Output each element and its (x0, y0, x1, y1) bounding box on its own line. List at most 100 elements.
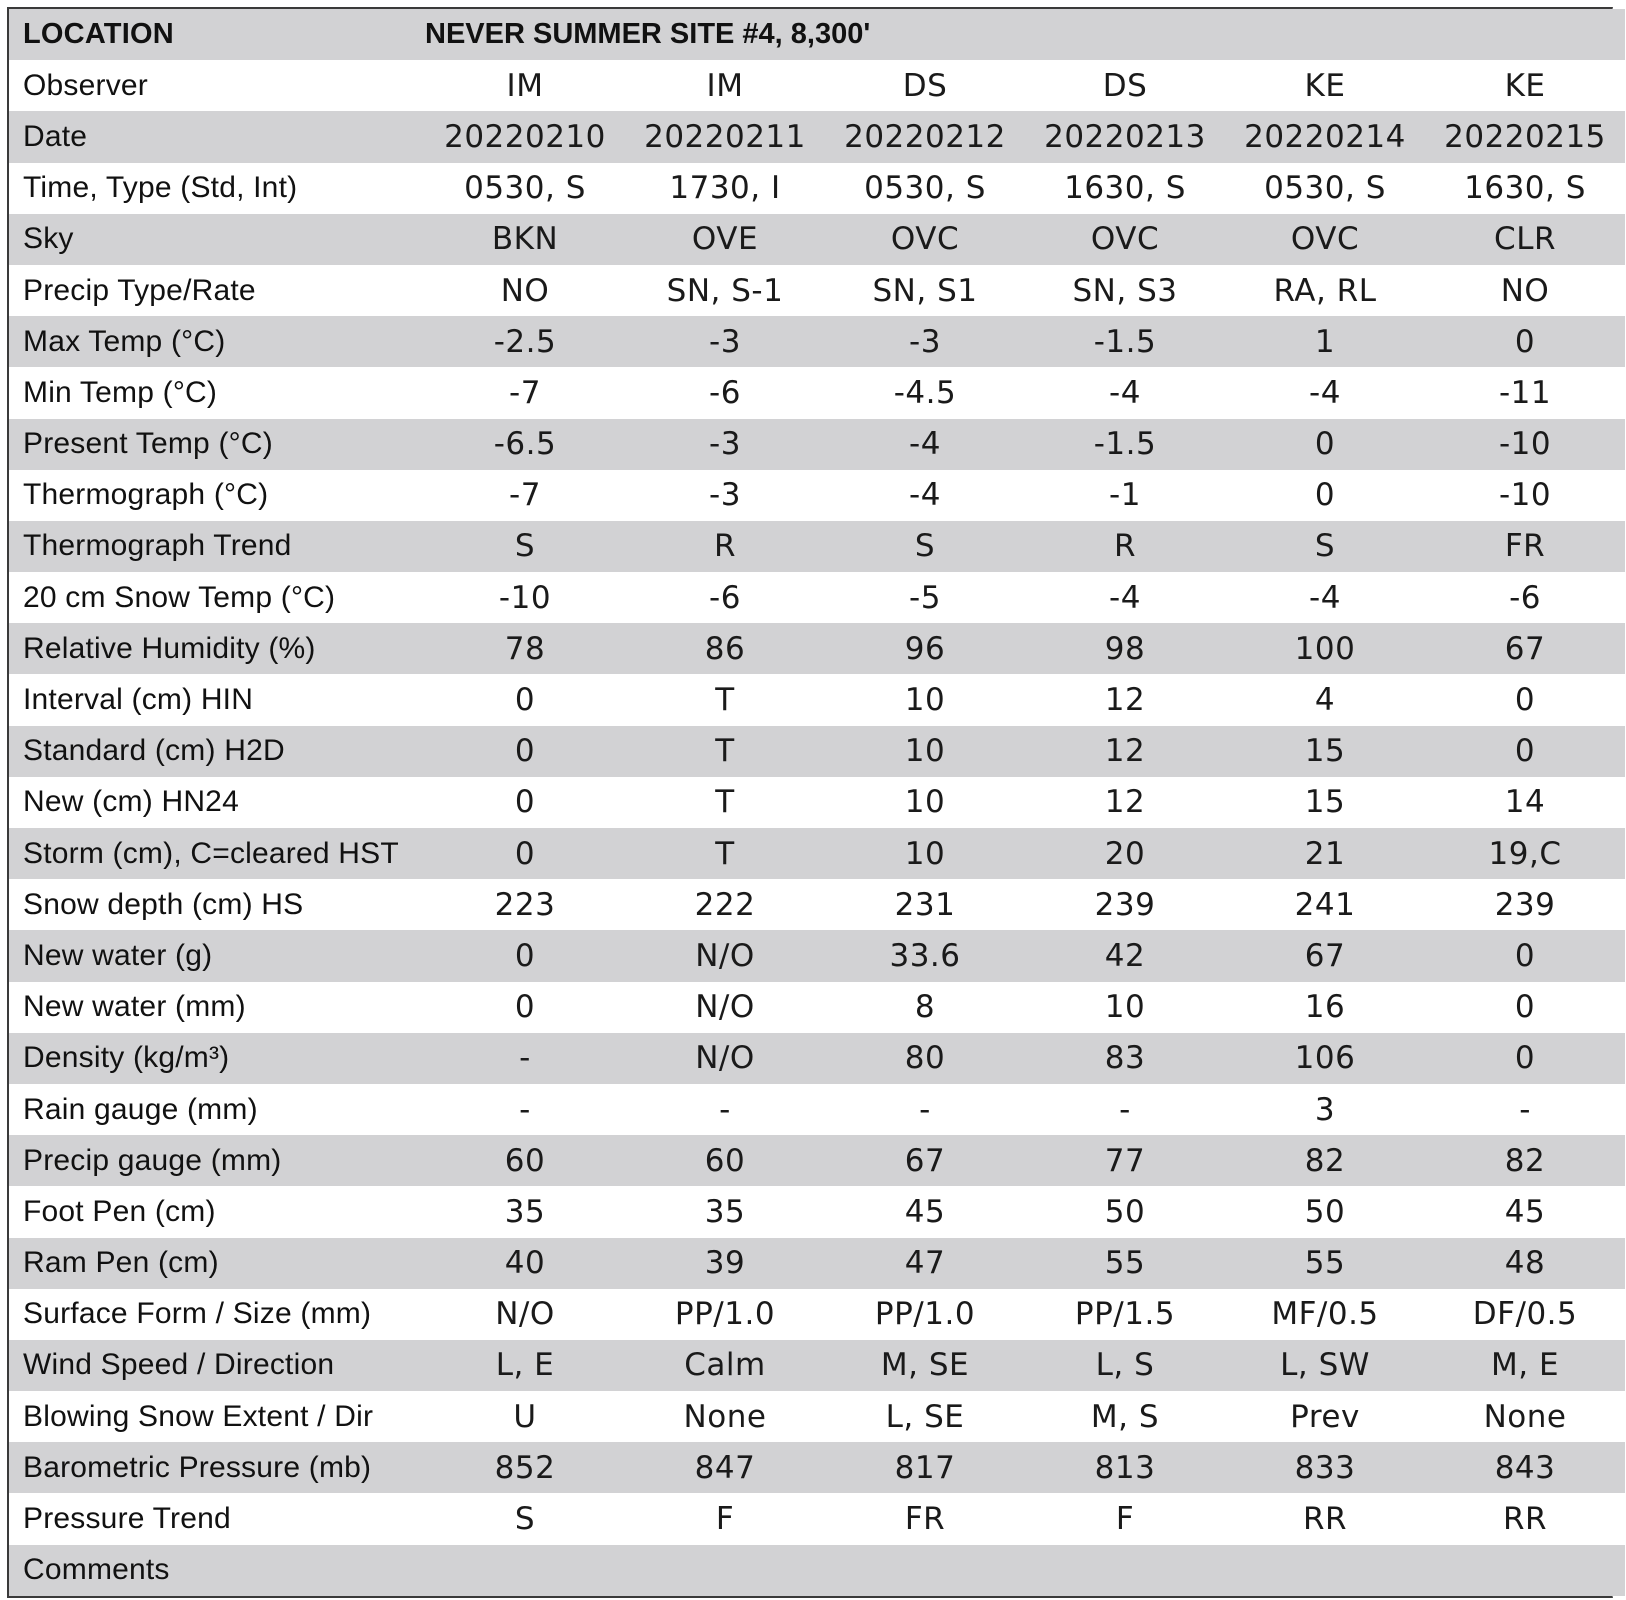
cell-value: 817 (894, 1449, 956, 1486)
cell-value: 20220215 (1444, 118, 1606, 155)
cell-value: KE (1304, 67, 1346, 104)
cell-value: 12 (1104, 733, 1146, 770)
cell-value: 100 (1294, 630, 1356, 667)
cell-value: DF/0.5 (1472, 1296, 1578, 1333)
cell-value: -10 (1498, 477, 1552, 514)
cell-value: 14 (1504, 784, 1546, 821)
cell-value: -4 (909, 477, 941, 514)
cell-value: None (1483, 1398, 1567, 1435)
cell-value: 78 (504, 630, 546, 667)
location-row: LOCATION NEVER SUMMER SITE #4, 8,300' (9, 9, 1626, 61)
cell-value: 222 (694, 886, 756, 923)
cell-value: 0 (1514, 733, 1536, 770)
cell-value: S (514, 1501, 536, 1538)
cell-value: PP/1.5 (1074, 1296, 1176, 1333)
cell-value: 847 (694, 1449, 756, 1486)
cell-value: 82 (1504, 1142, 1546, 1179)
table-row: Storm (cm), C=cleared HST 0 T 10 20 21 19,C (9, 828, 1626, 880)
comments-label: Comments (23, 1553, 170, 1587)
cell-value: 0530, S (1264, 170, 1386, 207)
table-row: New (cm) HN24 0 T 10 12 15 14 (9, 776, 1626, 828)
cell-value: N/O (495, 1296, 555, 1333)
row-label: Snow depth (cm) HS (23, 887, 304, 921)
cell-value: 0 (514, 937, 536, 974)
table-row: Observer IM IM DS DS KE KE (9, 60, 1626, 112)
cell-value: 21 (1304, 835, 1346, 872)
location-label: LOCATION (23, 18, 174, 51)
table-row: Pressure Trend S F FR F RR RR (9, 1493, 1626, 1545)
cell-value: -4 (1309, 579, 1341, 616)
cell-value: -4.5 (893, 374, 957, 411)
row-label: Precip Type/Rate (23, 273, 256, 307)
cell-value: T (715, 835, 735, 872)
cell-value: 0 (514, 733, 536, 770)
cell-value: 4 (1314, 682, 1336, 719)
row-label: Min Temp (°C) (23, 375, 218, 409)
cell-value: Calm (684, 1347, 766, 1384)
row-label: Foot Pen (cm) (23, 1194, 216, 1228)
table-row: Max Temp (°C) -2.5 -3 -3 -1.5 1 0 (9, 316, 1626, 368)
cell-value: -1.5 (1093, 426, 1157, 463)
cell-value: -7 (509, 374, 541, 411)
cell-value: 45 (1504, 1193, 1546, 1230)
cell-value: KE (1504, 67, 1546, 104)
cell-value: 0 (1514, 989, 1536, 1026)
cell-value: Prev (1290, 1398, 1360, 1435)
table-row: Relative Humidity (%) 78 86 96 98 100 67 (9, 623, 1626, 675)
cell-value: 48 (1504, 1245, 1546, 1282)
cell-value: -2.5 (493, 323, 557, 360)
cell-value: 50 (1104, 1193, 1146, 1230)
cell-value: L, E (495, 1347, 555, 1384)
cell-value: 20220211 (644, 118, 806, 155)
row-label: Precip gauge (mm) (23, 1143, 282, 1177)
cell-value: CLR (1494, 221, 1557, 258)
cell-value: -6 (709, 374, 741, 411)
table-row: Foot Pen (cm) 35 35 45 50 50 45 (9, 1186, 1626, 1238)
cell-value: None (683, 1398, 767, 1435)
row-label: Thermograph Trend (23, 529, 292, 563)
cell-value: 98 (1104, 630, 1146, 667)
table-row: Precip Type/Rate NO SN, S-1 SN, S1 SN, S3 RA,… (9, 264, 1626, 317)
cell-value: -10 (498, 579, 552, 616)
cell-value: U (513, 1398, 537, 1435)
cell-value: 852 (494, 1449, 556, 1486)
cell-value: 33.6 (889, 937, 961, 974)
cell-value: T (715, 784, 735, 821)
cell-value: 0 (1314, 477, 1336, 514)
cell-value: OVC (1090, 221, 1160, 258)
cell-value: RR (1502, 1501, 1548, 1538)
cell-value: 47 (904, 1245, 946, 1282)
cell-value: 231 (894, 886, 956, 923)
cell-value: N/O (695, 989, 755, 1026)
cell-value: - (519, 1091, 531, 1128)
row-label: Present Temp (°C) (23, 427, 273, 461)
cell-value: DS (902, 67, 948, 104)
cell-value: -10 (1498, 426, 1552, 463)
cell-value: RR (1302, 1501, 1348, 1538)
row-label: Rain gauge (mm) (23, 1092, 258, 1126)
cell-value: 813 (1094, 1449, 1156, 1486)
cell-value: 0 (1514, 323, 1536, 360)
table-row: Snow depth (cm) HS 223 222 231 239 241 239 (9, 879, 1626, 931)
cell-value: 1630, S (1064, 170, 1186, 207)
cell-value: -4 (1309, 374, 1341, 411)
cell-value: -6.5 (493, 426, 557, 463)
cell-value: M, SE (880, 1347, 970, 1384)
cell-value: NO (500, 272, 550, 309)
cell-value: 843 (1494, 1449, 1556, 1486)
row-label: Storm (cm), C=cleared HST (23, 836, 399, 870)
cell-value: PP/1.0 (874, 1296, 976, 1333)
cell-value: FR (904, 1501, 946, 1538)
cell-value: 96 (904, 630, 946, 667)
cell-value: 0 (514, 784, 536, 821)
comments-row: Comments (9, 1544, 1626, 1596)
table-row: Wind Speed / Direction L, E Calm M, SE L, S L… (9, 1339, 1626, 1392)
table-row: Density (kg/m³) - N/O 80 83 106 0 (9, 1032, 1626, 1084)
cell-value: -3 (709, 477, 741, 514)
cell-value: 67 (904, 1142, 946, 1179)
table-row: New water (g) 0 N/O 33.6 42 67 0 (9, 930, 1626, 982)
comments-value (425, 1545, 1625, 1596)
observation-sheet: LOCATION NEVER SUMMER SITE #4, 8,300' Ob… (7, 7, 1626, 1598)
cell-value: 45 (904, 1193, 946, 1230)
cell-value: -5 (909, 579, 941, 616)
